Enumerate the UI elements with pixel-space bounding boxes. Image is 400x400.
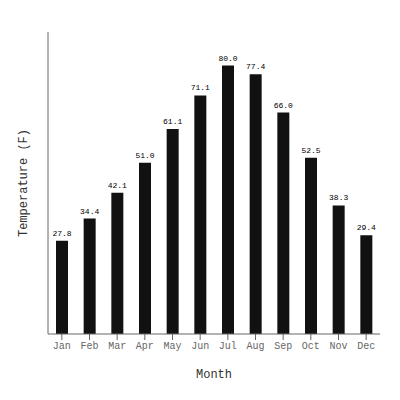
svg-text:Temperature (F): Temperature (F) xyxy=(17,129,31,237)
svg-text:51.0: 51.0 xyxy=(135,151,154,160)
svg-text:Mar: Mar xyxy=(108,341,126,352)
svg-text:71.1: 71.1 xyxy=(191,83,210,92)
svg-text:Dec: Dec xyxy=(357,341,375,352)
svg-text:Feb: Feb xyxy=(80,341,98,352)
svg-text:Nov: Nov xyxy=(329,341,347,352)
svg-text:27.8: 27.8 xyxy=(52,229,71,238)
svg-text:Apr: Apr xyxy=(136,341,154,352)
svg-text:77.4: 77.4 xyxy=(246,62,265,71)
svg-text:Aug: Aug xyxy=(246,341,264,352)
svg-text:29.4: 29.4 xyxy=(357,223,376,232)
svg-text:52.5: 52.5 xyxy=(301,146,320,155)
svg-text:42.1: 42.1 xyxy=(108,181,127,190)
svg-text:66.0: 66.0 xyxy=(274,101,293,110)
svg-text:34.4: 34.4 xyxy=(80,207,99,216)
svg-text:Jun: Jun xyxy=(191,341,209,352)
svg-text:Sep: Sep xyxy=(274,341,292,352)
svg-text:May: May xyxy=(163,341,181,352)
svg-text:Month: Month xyxy=(196,368,232,382)
svg-text:Jan: Jan xyxy=(53,341,71,352)
svg-text:38.3: 38.3 xyxy=(329,193,348,202)
svg-text:80.0: 80.0 xyxy=(218,54,237,63)
svg-text:Oct: Oct xyxy=(302,341,320,352)
svg-text:61.1: 61.1 xyxy=(163,117,182,126)
svg-text:Jul: Jul xyxy=(219,341,237,352)
